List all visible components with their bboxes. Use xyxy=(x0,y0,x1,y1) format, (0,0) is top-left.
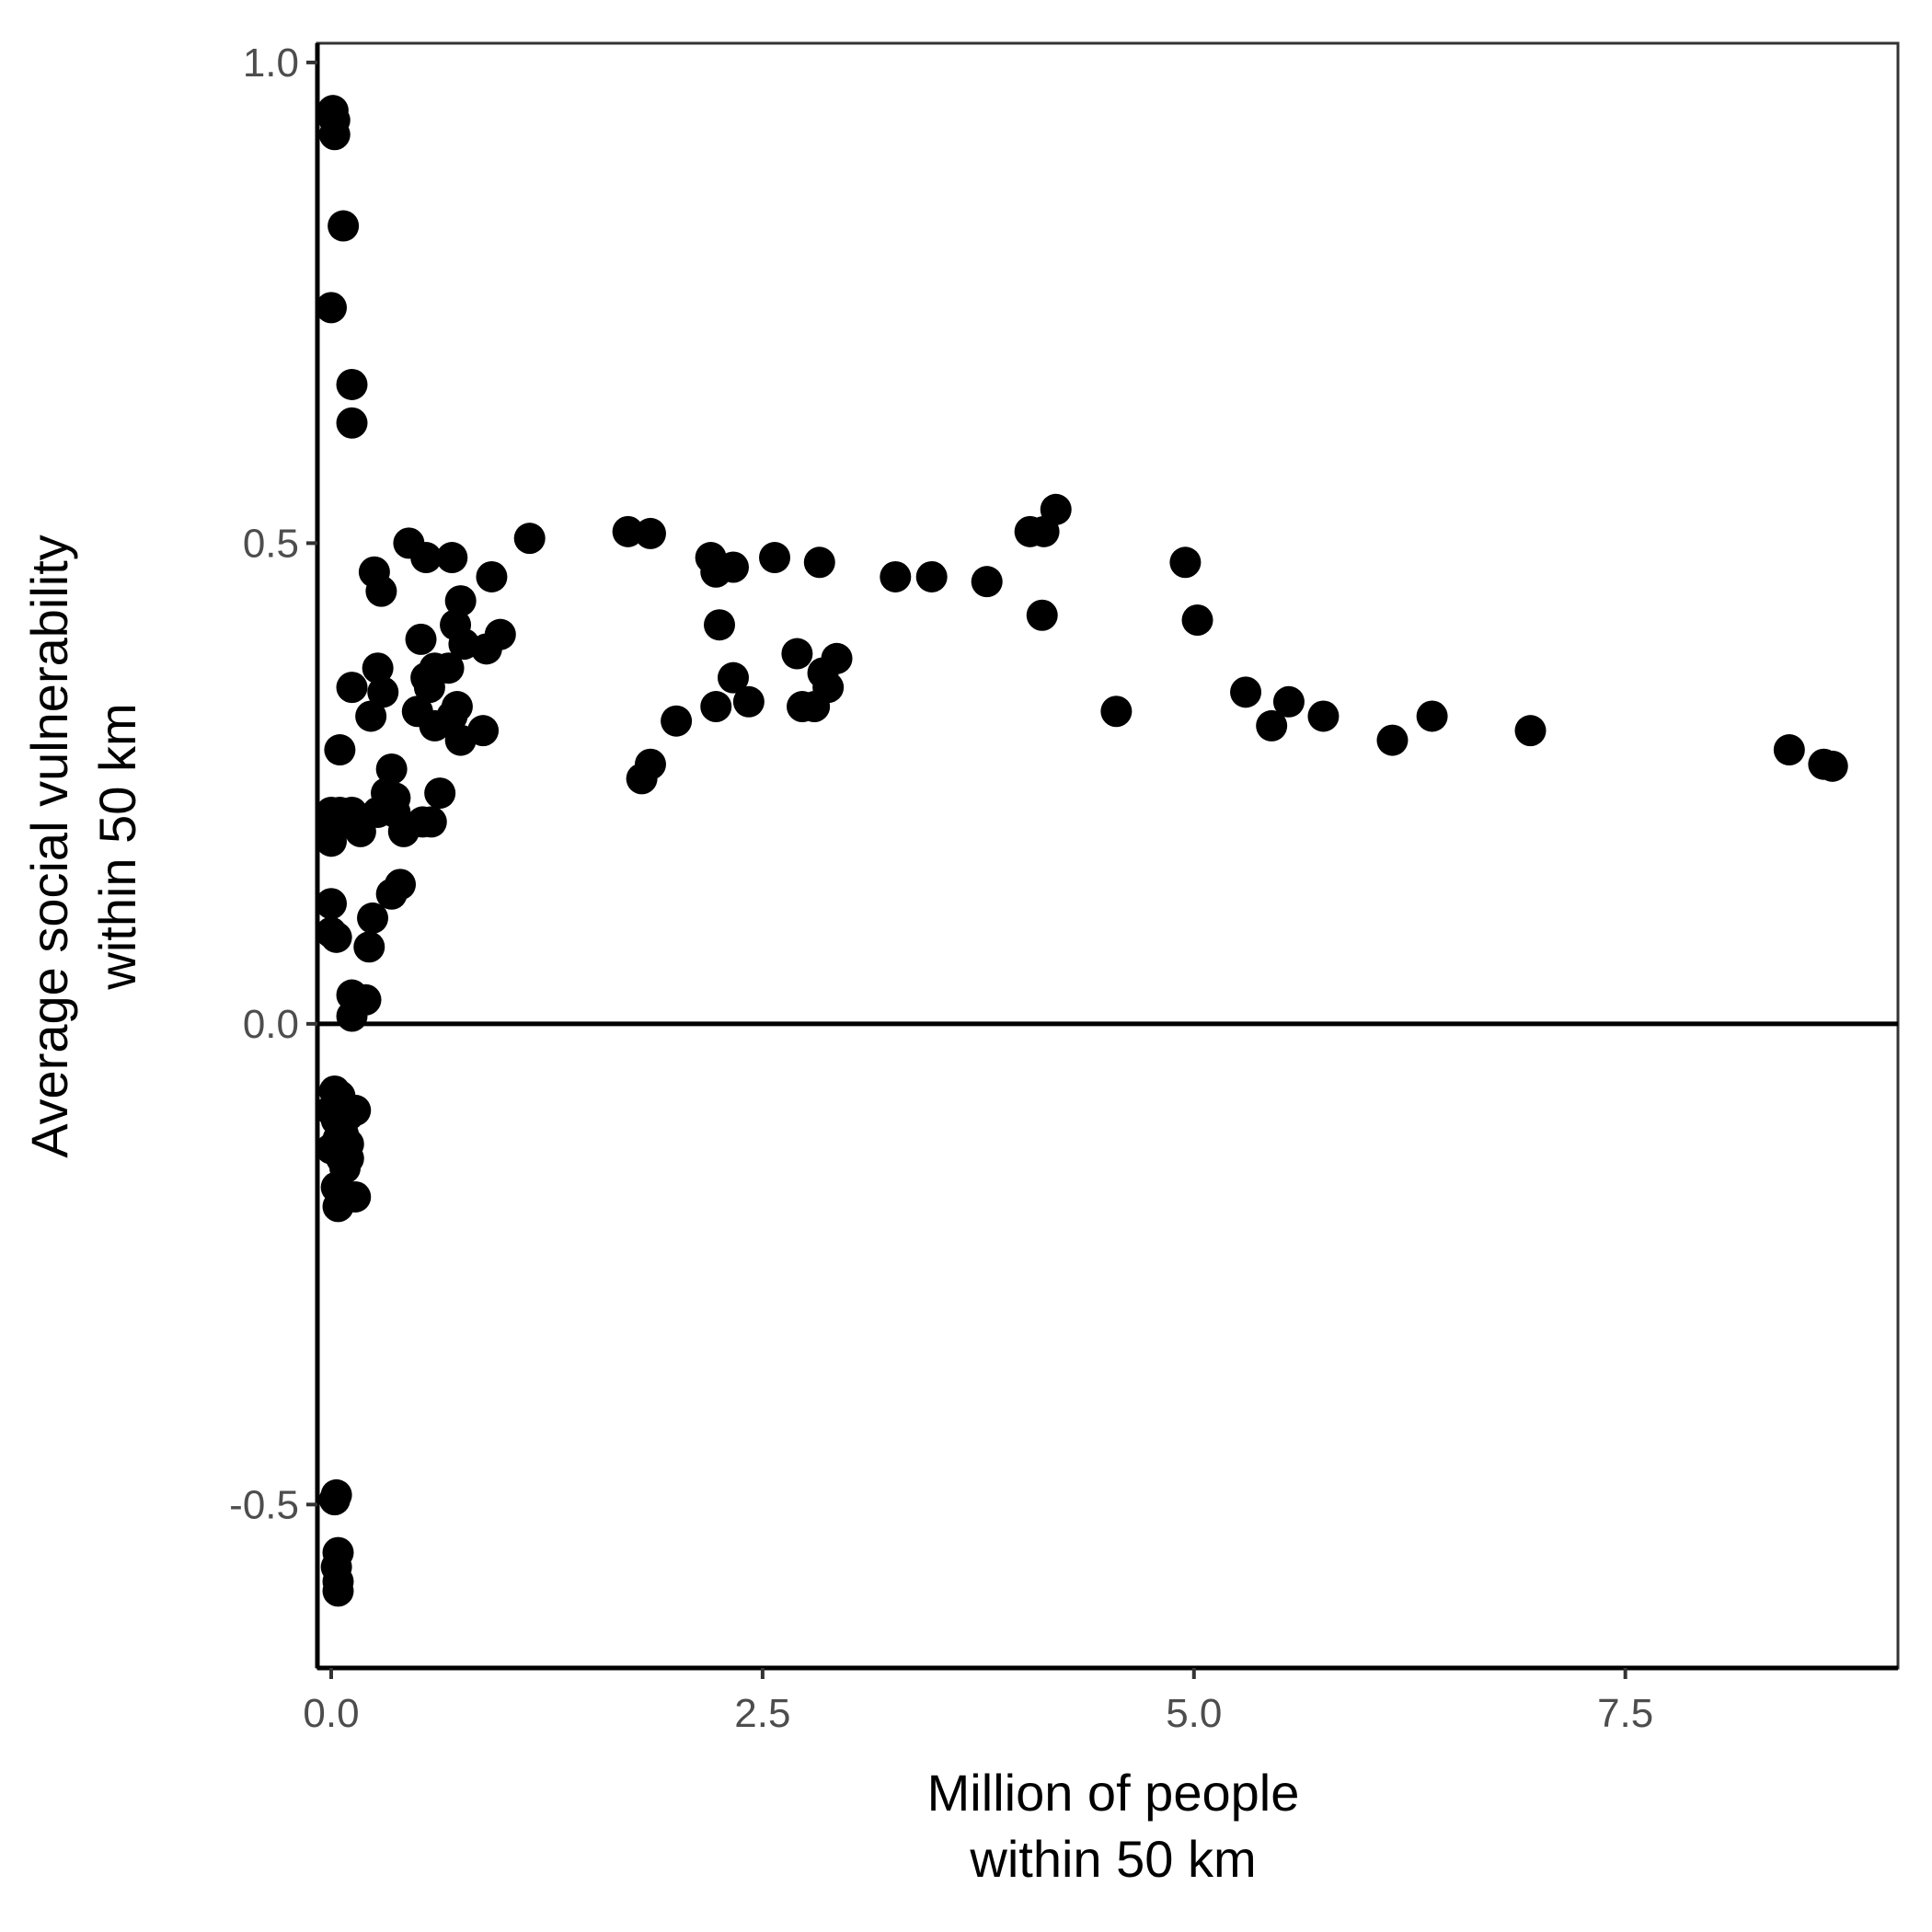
y-tick-label: 0.0 xyxy=(243,1002,299,1047)
data-point xyxy=(336,407,368,439)
data-point xyxy=(339,1094,372,1126)
data-point xyxy=(316,825,348,857)
data-point xyxy=(320,1478,352,1511)
data-point xyxy=(405,623,437,655)
data-point xyxy=(322,1190,354,1223)
data-point xyxy=(413,672,445,704)
y-axis-title-line-1: Average social vulnerability xyxy=(20,535,78,1158)
data-point xyxy=(441,691,473,723)
x-tick-label: 2.5 xyxy=(734,1691,790,1736)
x-tick-label: 7.5 xyxy=(1597,1691,1653,1736)
data-point xyxy=(612,515,644,547)
data-point xyxy=(1100,696,1133,728)
data-point xyxy=(328,210,360,242)
data-point xyxy=(971,566,1003,598)
data-point xyxy=(336,672,368,704)
data-point xyxy=(732,685,765,718)
data-point xyxy=(344,815,376,847)
x-tick-label: 0.0 xyxy=(303,1691,359,1736)
data-point xyxy=(1514,715,1547,747)
data-point xyxy=(320,921,352,953)
data-point xyxy=(1169,546,1202,579)
data-point xyxy=(355,700,387,732)
data-point xyxy=(704,609,736,641)
data-point xyxy=(336,368,368,400)
data-point xyxy=(424,777,456,810)
y-axis-title-line-2: within 50 km xyxy=(88,703,146,990)
x-axis-title-line-2: within 50 km xyxy=(969,1830,1256,1888)
data-point xyxy=(436,542,468,574)
data-point xyxy=(362,652,394,684)
x-axis-title: Million of people within 50 km xyxy=(927,1764,1300,1888)
data-point xyxy=(1040,493,1072,525)
data-point xyxy=(367,676,399,708)
data-point xyxy=(322,1575,354,1607)
data-point xyxy=(1816,750,1848,782)
data-point xyxy=(718,551,750,583)
data-point xyxy=(915,560,948,592)
data-point xyxy=(1307,700,1340,732)
data-point xyxy=(353,931,385,963)
data-point xyxy=(1256,709,1288,742)
data-point xyxy=(799,691,831,723)
data-point xyxy=(336,1000,368,1032)
data-point xyxy=(415,806,447,838)
x-axis-title-line-1: Million of people xyxy=(927,1764,1300,1822)
data-point xyxy=(718,661,750,694)
data-point xyxy=(324,734,356,766)
data-point xyxy=(1230,676,1262,708)
data-point xyxy=(1026,599,1058,631)
y-tick-label: 0.5 xyxy=(243,521,299,566)
data-point xyxy=(316,888,348,920)
y-axis-title: Average social vulnerability within 50 k… xyxy=(20,535,146,1158)
data-point xyxy=(1272,685,1305,718)
data-point xyxy=(444,724,477,756)
data-point xyxy=(661,705,693,737)
data-point xyxy=(1376,724,1409,756)
y-tick-label: -0.5 xyxy=(229,1482,299,1527)
data-point xyxy=(410,542,443,574)
data-point xyxy=(385,868,417,901)
plot-panel-border xyxy=(316,41,1900,1670)
data-point xyxy=(1416,700,1448,732)
data-point xyxy=(880,560,912,592)
data-point xyxy=(357,902,389,934)
data-point xyxy=(700,691,732,723)
data-point xyxy=(375,753,408,785)
data-point xyxy=(318,119,351,151)
data-point xyxy=(1773,734,1805,766)
data-point xyxy=(365,575,397,607)
data-point xyxy=(470,633,502,665)
data-point xyxy=(781,638,813,670)
data-point xyxy=(759,542,791,574)
data-point xyxy=(444,585,477,617)
data-point xyxy=(803,546,835,579)
plot-area: -0.5 0.0 0.5 1.0 0.0 2.5 5.0 7.5 xyxy=(229,40,1900,1736)
x-tick-label: 5.0 xyxy=(1166,1691,1222,1736)
data-point xyxy=(316,292,348,324)
data-point xyxy=(476,560,508,592)
y-tick-label: 1.0 xyxy=(243,40,299,86)
data-point xyxy=(513,523,546,555)
data-point xyxy=(634,517,666,549)
data-point xyxy=(1181,604,1213,636)
data-point xyxy=(626,763,658,795)
